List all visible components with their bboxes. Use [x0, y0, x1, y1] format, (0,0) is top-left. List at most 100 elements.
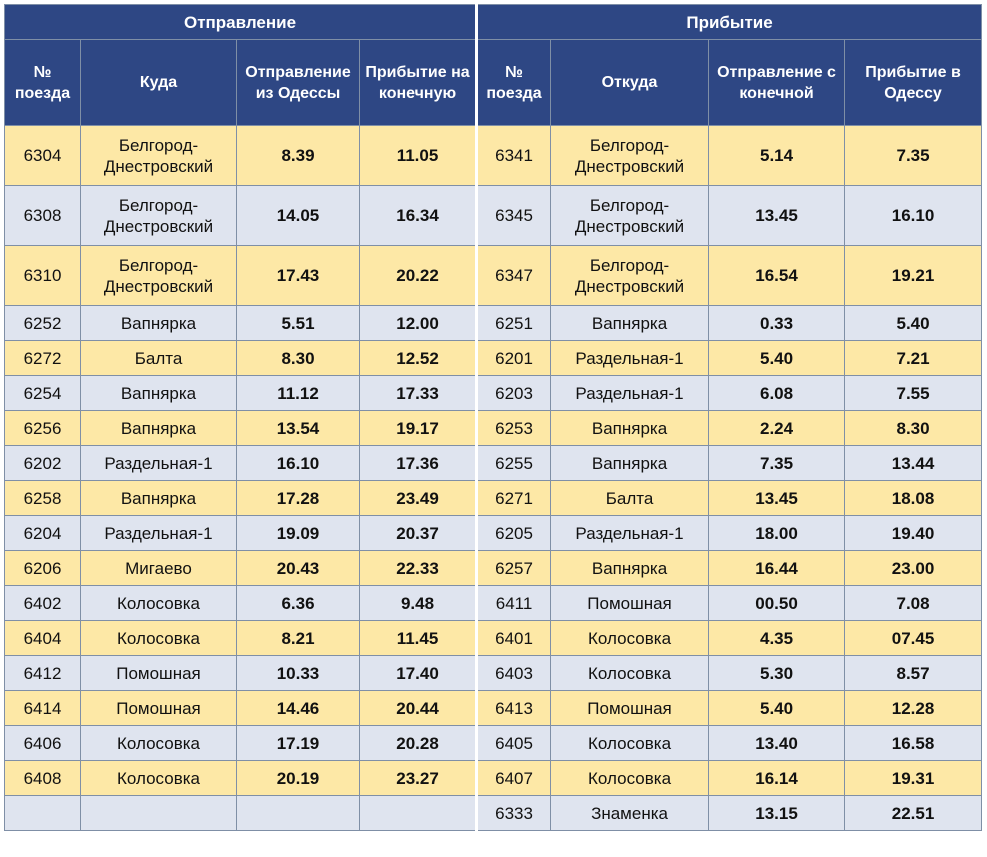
table-row: 6256 Вапнярка 13.54 19.17 6253 Вапнярка 2.24 8.…: [4, 410, 983, 446]
cell-train-number-out: 6412: [4, 655, 81, 691]
cell-arrival-terminal: 23.27: [358, 760, 478, 796]
cell-arrival-terminal: 17.36: [358, 445, 478, 481]
cell-arrival-odessa: 5.40: [844, 305, 983, 341]
cell-arrival-odessa: 16.10: [844, 185, 983, 246]
cell-origin: Белгород-Днестровский: [550, 245, 710, 306]
cell-origin: Вапнярка: [550, 550, 710, 586]
cell-departure-terminal: 16.44: [708, 550, 846, 586]
table-row: 6333 Знаменка 13.15 22.51: [4, 795, 983, 831]
cell-train-number-out: 6272: [4, 340, 81, 376]
col-arrival-terminal: Прибытие на конечную: [358, 39, 478, 126]
cell-departure-terminal: 13.15: [708, 795, 846, 831]
cell-departure-odessa: 6.36: [236, 585, 360, 621]
cell-arrival-terminal: 17.40: [358, 655, 478, 691]
cell-origin: Колосовка: [550, 620, 710, 656]
cell-destination: Мигаево: [80, 550, 237, 586]
cell-train-number-in: 6333: [475, 795, 552, 831]
cell-arrival-terminal: 12.52: [358, 340, 478, 376]
arrival-group-header: Прибытие: [475, 4, 983, 40]
cell-destination: Вапнярка: [80, 375, 237, 411]
cell-arrival-terminal: 22.33: [358, 550, 478, 586]
cell-departure-odessa: 5.51: [236, 305, 360, 341]
cell-departure-odessa: 17.43: [236, 245, 360, 306]
col-origin: Откуда: [550, 39, 710, 126]
cell-arrival-odessa: 19.31: [844, 760, 983, 796]
cell-arrival-odessa: 13.44: [844, 445, 983, 481]
table-row: 6204 Раздельная-1 19.09 20.37 6205 Раздельная…: [4, 515, 983, 551]
cell-origin: Раздельная-1: [550, 375, 710, 411]
cell-destination: Белгород-Днестровский: [80, 185, 237, 246]
cell-departure-odessa: 20.43: [236, 550, 360, 586]
cell-train-number-in: 6203: [475, 375, 552, 411]
cell-train-number-in: 6407: [475, 760, 552, 796]
cell-origin: Раздельная-1: [550, 340, 710, 376]
cell-arrival-odessa: 19.40: [844, 515, 983, 551]
table-row: 6272 Балта 8.30 12.52 6201 Раздельная-1 5.40 7.…: [4, 340, 983, 376]
cell-train-number-out: 6206: [4, 550, 81, 586]
cell-destination: Помошная: [80, 690, 237, 726]
cell-arrival-terminal: [358, 795, 478, 831]
cell-departure-terminal: 0.33: [708, 305, 846, 341]
cell-arrival-odessa: 7.35: [844, 125, 983, 186]
col-departure-terminal: Отправление с конечной: [708, 39, 846, 126]
cell-departure-odessa: [236, 795, 360, 831]
cell-train-number-in: 6255: [475, 445, 552, 481]
cell-destination: Белгород-Днестровский: [80, 245, 237, 306]
cell-destination: Вапнярка: [80, 410, 237, 446]
departure-group-header: Отправление: [3, 4, 478, 40]
cell-train-number-in: 6347: [475, 245, 552, 306]
col-departure-odessa: Отправление из Одессы: [236, 39, 360, 126]
table-row: 6404 Колосовка 8.21 11.45 6401 Колосовка 4.35 0…: [4, 620, 983, 656]
cell-train-number-out: 6202: [4, 445, 81, 481]
cell-train-number-in: 6341: [475, 125, 552, 186]
cell-origin: Колосовка: [550, 725, 710, 761]
cell-departure-odessa: 20.19: [236, 760, 360, 796]
cell-train-number-in: 6257: [475, 550, 552, 586]
cell-arrival-odessa: 7.21: [844, 340, 983, 376]
cell-departure-terminal: 5.40: [708, 690, 846, 726]
cell-train-number-out: 6310: [4, 245, 81, 306]
table-row: 6406 Колосовка 17.19 20.28 6405 Колосовка 13.4…: [4, 725, 983, 761]
table-header: Отправление Прибытие № поезда Куда Отпра…: [3, 4, 983, 126]
cell-origin: Помошная: [550, 690, 710, 726]
cell-arrival-terminal: 19.17: [358, 410, 478, 446]
cell-departure-odessa: 8.30: [236, 340, 360, 376]
cell-departure-odessa: 11.12: [236, 375, 360, 411]
cell-arrival-odessa: 8.57: [844, 655, 983, 691]
cell-arrival-odessa: 23.00: [844, 550, 983, 586]
cell-train-number-in: 6345: [475, 185, 552, 246]
table-row: 6206 Мигаево 20.43 22.33 6257 Вапнярка 16.44 23…: [4, 550, 983, 586]
cell-destination: Вапнярка: [80, 305, 237, 341]
cell-departure-terminal: 13.40: [708, 725, 846, 761]
col-train-number-in: № поезда: [475, 39, 552, 126]
cell-train-number-in: 6401: [475, 620, 552, 656]
cell-departure-terminal: 4.35: [708, 620, 846, 656]
cell-arrival-odessa: 7.55: [844, 375, 983, 411]
table-row: 6304 Белгород-Днестровский 8.39 11.05 6341 Бе…: [4, 125, 983, 186]
cell-train-number-out: 6402: [4, 585, 81, 621]
cell-train-number-in: 6405: [475, 725, 552, 761]
cell-departure-odessa: 10.33: [236, 655, 360, 691]
cell-arrival-terminal: 23.49: [358, 480, 478, 516]
table-row: 6258 Вапнярка 17.28 23.49 6271 Балта 13.45 18.0…: [4, 480, 983, 516]
cell-train-number-out: 6258: [4, 480, 81, 516]
cell-train-number-in: 6251: [475, 305, 552, 341]
table-row: 6414 Помошная 14.46 20.44 6413 Помошная 5.40 12…: [4, 690, 983, 726]
train-schedule-table: Отправление Прибытие № поезда Куда Отпра…: [3, 4, 983, 831]
table-row: 6310 Белгород-Днестровский 17.43 20.22 6347 Б…: [4, 245, 983, 306]
cell-arrival-odessa: 16.58: [844, 725, 983, 761]
cell-origin: Белгород-Днестровский: [550, 185, 710, 246]
table-body: 6304 Белгород-Днестровский 8.39 11.05 6341 Бе…: [4, 125, 983, 831]
column-header-row: № поезда Куда Отправление из Одессы Приб…: [4, 39, 983, 126]
table-row: 6202 Раздельная-1 16.10 17.36 6255 Вапнярка 7.…: [4, 445, 983, 481]
cell-departure-terminal: 13.45: [708, 185, 846, 246]
cell-destination: Помошная: [80, 655, 237, 691]
cell-departure-odessa: 14.05: [236, 185, 360, 246]
cell-destination: [80, 795, 237, 831]
cell-departure-odessa: 16.10: [236, 445, 360, 481]
cell-origin: Помошная: [550, 585, 710, 621]
cell-train-number-in: 6205: [475, 515, 552, 551]
cell-train-number-out: 6414: [4, 690, 81, 726]
cell-origin: Белгород-Днестровский: [550, 125, 710, 186]
cell-destination: Колосовка: [80, 620, 237, 656]
